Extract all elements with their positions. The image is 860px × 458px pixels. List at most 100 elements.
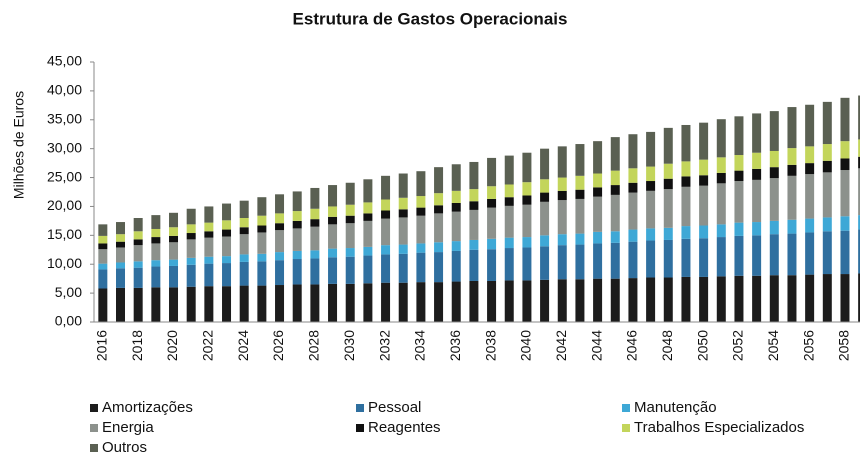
bar-segment <box>363 283 373 322</box>
bar-segment <box>734 116 744 156</box>
bar-segment <box>769 234 779 276</box>
bar-segment <box>769 150 779 168</box>
bar-segment <box>787 164 797 176</box>
x-tick-label: 2016 <box>94 330 110 361</box>
bar-segment <box>540 279 550 322</box>
bar-segment <box>133 267 143 288</box>
bar-segment <box>681 176 691 187</box>
legend-swatch <box>622 424 630 432</box>
bar-segment <box>345 223 355 249</box>
y-tick-label: 30,00 <box>47 139 82 155</box>
bar-segment <box>628 241 638 279</box>
bar-segment <box>257 215 267 226</box>
x-tick-label: 2048 <box>659 330 675 361</box>
x-tick-label: 2036 <box>447 330 463 361</box>
bar-segment <box>540 246 550 280</box>
bar-segment <box>363 255 373 284</box>
bar-segment <box>787 233 797 276</box>
bar-segment <box>151 243 161 261</box>
bar-segment <box>840 170 850 217</box>
bar-segment <box>169 259 179 266</box>
x-tick-label: 2030 <box>341 330 357 361</box>
bar-segment <box>345 204 355 216</box>
bar-segment <box>593 196 603 232</box>
bar-segment <box>222 263 232 287</box>
bar-segment <box>398 217 408 245</box>
bar-segment <box>699 122 709 160</box>
bar-segment <box>434 213 444 243</box>
bar-segment <box>716 276 726 322</box>
bar-segment <box>186 233 196 240</box>
bar-segment <box>222 203 232 221</box>
bar-segment <box>487 198 497 208</box>
bar-segment <box>628 168 638 183</box>
bar-segment <box>204 237 214 257</box>
bar-segment <box>487 207 497 239</box>
bar-segment <box>434 282 444 322</box>
legend-swatch <box>356 424 364 432</box>
bar-segment <box>151 228 161 238</box>
bar-segment <box>575 144 585 176</box>
bar-segment <box>575 198 585 234</box>
bar-segment <box>186 239 196 258</box>
bar-segment <box>204 256 214 264</box>
bar-segment <box>734 181 744 223</box>
bar-segment <box>257 232 267 254</box>
bar-segment <box>151 287 161 322</box>
bar-segment <box>469 280 479 322</box>
bar-segment <box>310 250 320 259</box>
bar-segment <box>575 279 585 322</box>
bar-segment <box>292 211 302 221</box>
bar-segment <box>522 182 532 196</box>
bar-segment <box>328 248 338 258</box>
bar-segment <box>504 197 514 206</box>
bar-segment <box>646 228 656 241</box>
bar-segment <box>292 259 302 285</box>
bar-segment <box>734 155 744 171</box>
bar-segment <box>769 111 779 151</box>
bar-segment <box>522 204 532 238</box>
bar-segment <box>416 196 426 208</box>
bar-segment <box>522 237 532 248</box>
bar-segment <box>557 200 567 235</box>
legend-label: Outros <box>102 439 147 456</box>
bar-segment <box>752 113 762 153</box>
bar-segment <box>805 174 815 219</box>
bar-segment <box>116 287 126 322</box>
bar-segment <box>169 265 179 288</box>
bar-segment <box>752 222 762 236</box>
y-tick-label: 25,00 <box>47 168 82 184</box>
bar-segment <box>610 170 620 186</box>
bar-segment <box>345 283 355 322</box>
bar-segment <box>699 159 709 176</box>
bar-segment <box>734 235 744 276</box>
bar-segment <box>822 274 832 322</box>
bar-segment <box>734 170 744 182</box>
bar-segment <box>239 261 249 286</box>
bar-segment <box>593 278 603 322</box>
legend-label: Reagentes <box>368 419 441 436</box>
x-tick-label: 2018 <box>129 330 145 361</box>
bar-segment <box>98 243 108 250</box>
bar-segment <box>133 245 143 262</box>
bar-segment <box>292 191 302 212</box>
bar-segment <box>646 277 656 322</box>
bar-segment <box>257 285 267 322</box>
bar-segment <box>734 222 744 236</box>
bar-segment <box>222 286 232 322</box>
bar-segment <box>239 285 249 322</box>
bar-segment <box>681 276 691 322</box>
bar-segment <box>328 283 338 322</box>
bar-segment <box>416 207 426 216</box>
bar-segment <box>434 167 444 194</box>
bar-segment <box>292 228 302 251</box>
bar-segment <box>239 227 249 235</box>
bar-segment <box>275 194 285 214</box>
bar-segment <box>522 152 532 183</box>
bar-segment <box>451 241 461 251</box>
bar-segment <box>858 139 860 157</box>
bar-segment <box>504 280 514 322</box>
bar-segment <box>769 167 779 179</box>
bar-segment <box>133 218 143 232</box>
legend-swatch <box>356 404 364 412</box>
